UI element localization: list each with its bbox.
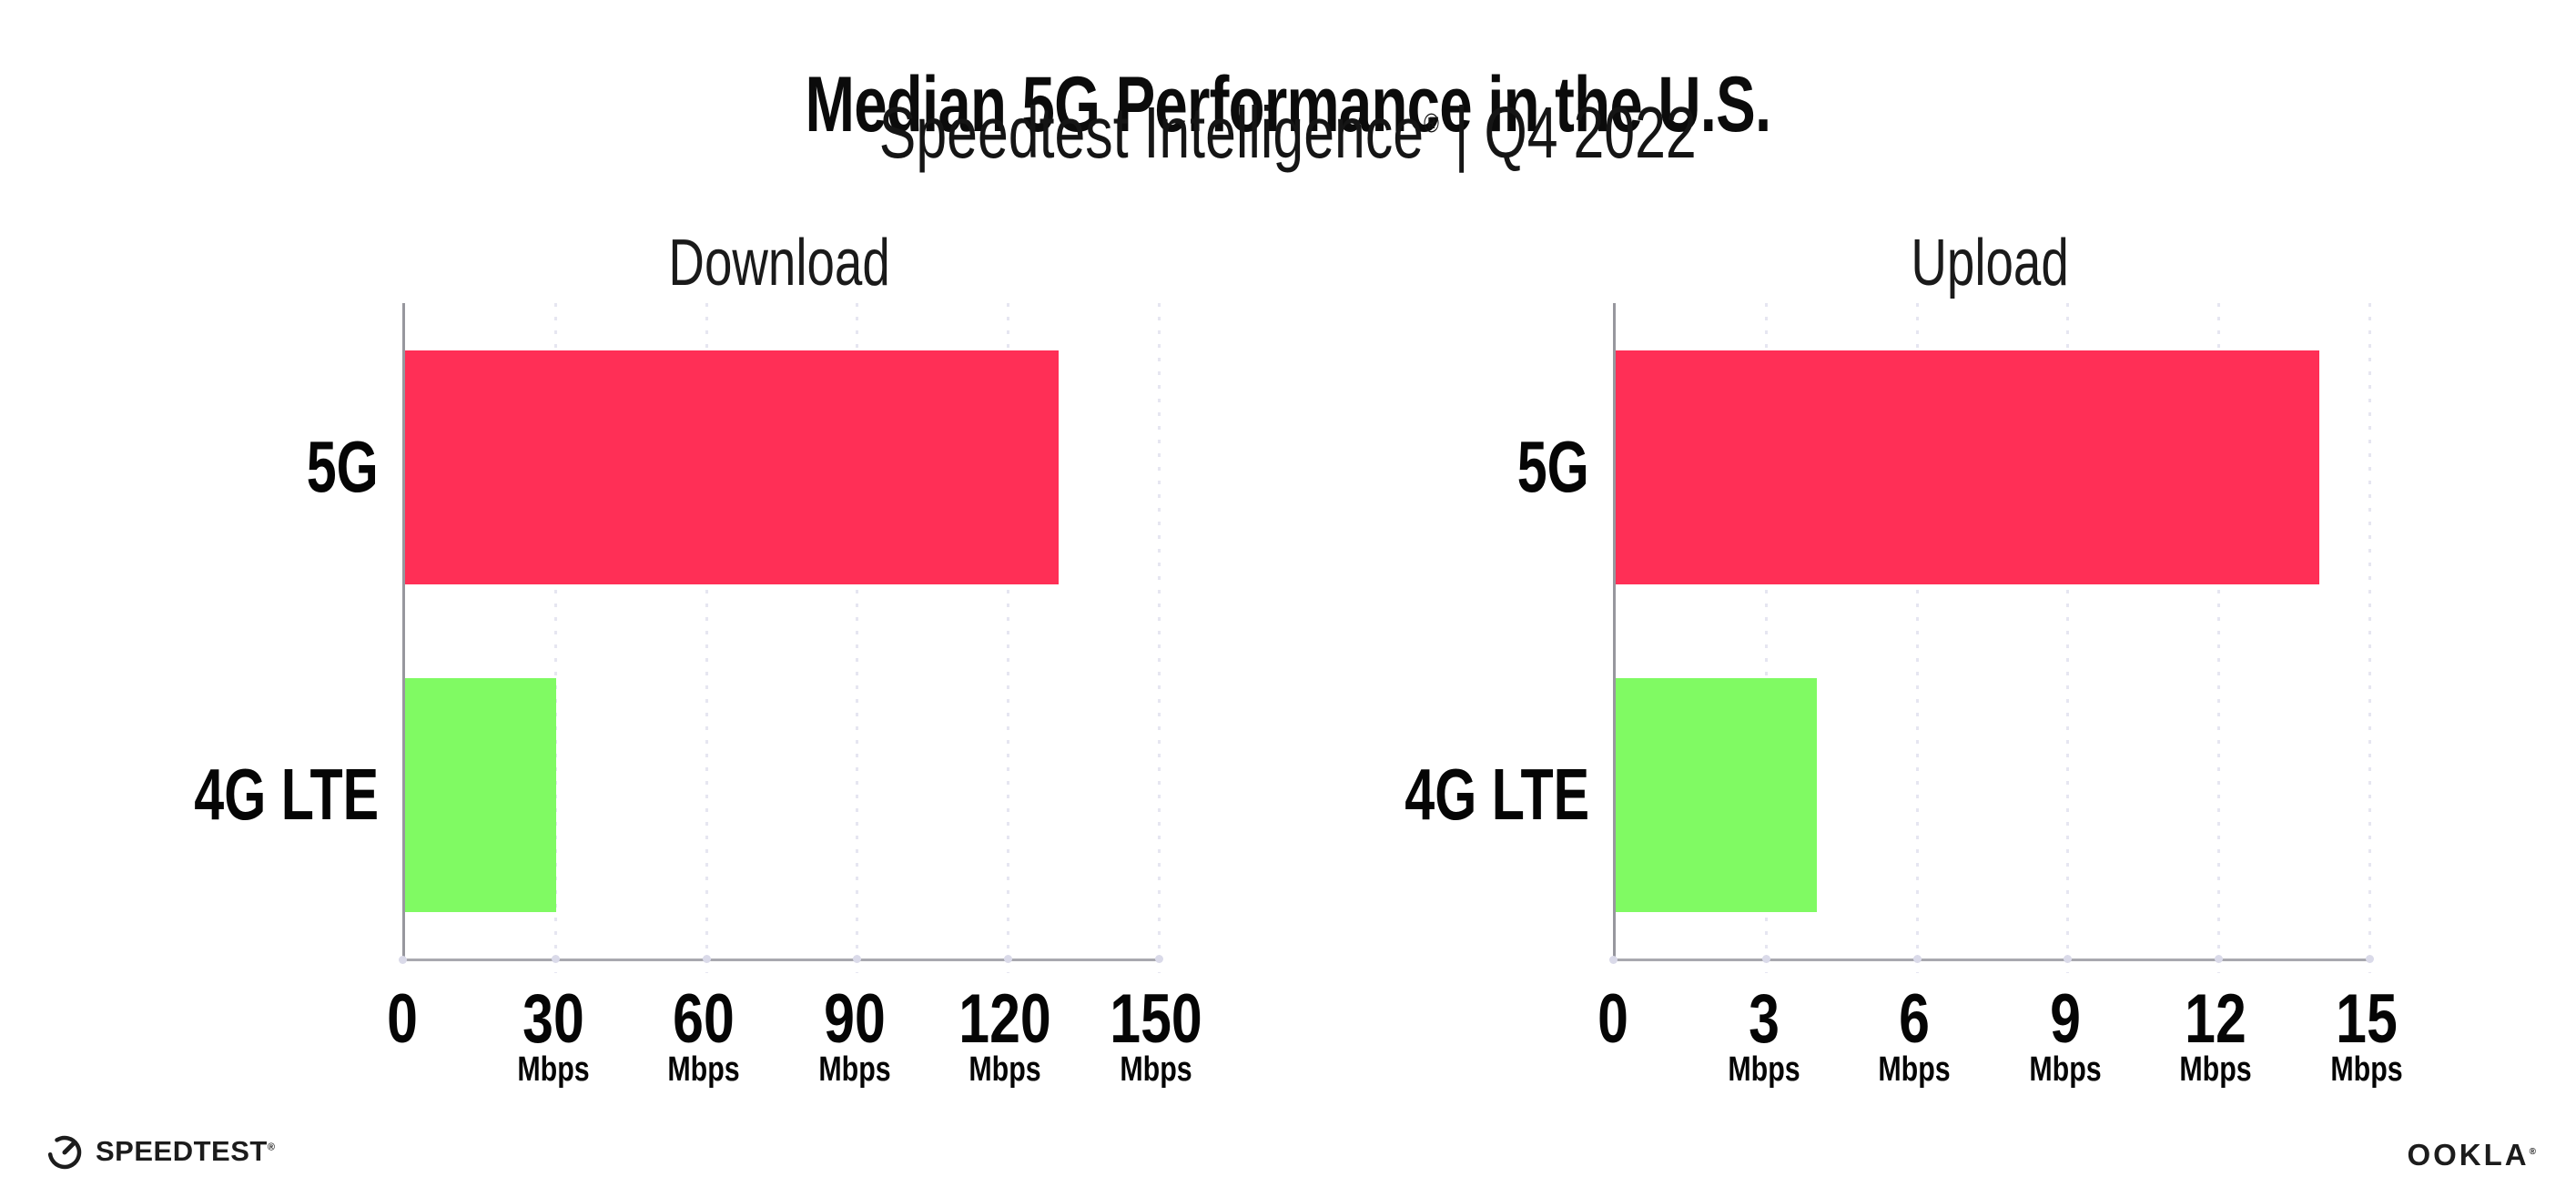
tick-label: 150 [1110, 980, 1202, 1058]
tick-label: 6 [1899, 980, 1931, 1058]
tick-label: 9 [2049, 980, 2081, 1058]
axis-tick-dot [1154, 955, 1163, 963]
chart-title-download-text: Download [668, 227, 890, 299]
gridline [1003, 303, 1012, 973]
tick-unit-label: Mbps [1120, 1050, 1192, 1089]
ookla-label: OOKLA [2407, 1138, 2530, 1172]
axis-tick-dot [1003, 955, 1012, 963]
axis-tick-dot [2365, 955, 2374, 963]
tick-unit-label: Mbps [1727, 1050, 1800, 1089]
registered-mark: ® [1424, 108, 1440, 139]
bar-4g-lte [1616, 677, 1817, 912]
tick-unit-label: Mbps [2029, 1050, 2102, 1089]
plot-area-download [399, 303, 1163, 973]
tick-label: 15 [2336, 980, 2398, 1058]
bar-5g [1616, 350, 2319, 584]
plot-area-upload [1609, 303, 2374, 973]
page-title: Median 5G Performance in the U.S. [0, 60, 2576, 148]
axis-tick-dot [552, 955, 561, 963]
axis-tick-dot [2214, 955, 2223, 963]
tick-label: 3 [1748, 980, 1780, 1058]
ookla-registered-mark: ® [2529, 1147, 2536, 1157]
tick-label: 120 [958, 980, 1052, 1058]
axis-tick-dot [702, 955, 711, 963]
gridline [1762, 303, 1771, 973]
gridline [552, 303, 561, 973]
tick-unit-label: Mbps [2179, 1050, 2253, 1089]
tick-unit-label: Mbps [969, 1050, 1042, 1089]
tick-unit-label: Mbps [818, 1050, 891, 1089]
chart-title-download: Download [402, 226, 1156, 300]
speedtest-registered-mark: ® [267, 1141, 276, 1153]
chart-download: Download 5G 4G LTE 0 30 Mbps 60 Mbps 90 Mbps 120… [166, 0, 1202, 1197]
axis-tick-dot [2064, 955, 2073, 963]
tick-unit-label: Mbps [1878, 1050, 1951, 1089]
tick-label: 60 [673, 980, 735, 1058]
chart-title-upload-text: Upload [1911, 227, 2069, 299]
gridline [2214, 303, 2223, 973]
gridline [2365, 303, 2374, 973]
chart-title-upload: Upload [1613, 226, 2367, 300]
subtitle-period: | Q4 2022 [1439, 92, 1697, 173]
speedtest-label: SPEEDTEST [96, 1135, 268, 1167]
subtitle: Speedtest Intelligence® | Q4 2022 [0, 95, 2576, 171]
axis-tick-dot [1912, 955, 1922, 963]
subtitle-brand: Speedtest Intelligence [879, 92, 1425, 173]
tick-unit-label: Mbps [2330, 1050, 2403, 1089]
gridline [702, 303, 711, 973]
gridline [1912, 303, 1922, 973]
axis-tick-dot [853, 955, 862, 963]
value-axis-upload: 0 3 Mbps 6 Mbps 9 Mbps 12 Mbps 15 Mbps [1376, 0, 2403, 1197]
tick-label: 0 [387, 980, 418, 1058]
value-axis-download: 0 30 Mbps 60 Mbps 90 Mbps 120 Mbps 150 Mbps [166, 0, 1202, 1197]
axis-tick-dot [1762, 955, 1771, 963]
ookla-logo: OOKLA® [2407, 1138, 2536, 1172]
tick-label: 0 [1597, 980, 1628, 1058]
speedtest-wordmark: SPEEDTEST® [96, 1135, 275, 1168]
gridline [853, 303, 862, 973]
gridline [1154, 303, 1163, 973]
gridline [2064, 303, 2073, 973]
speedtest-gauge-icon [47, 1135, 82, 1170]
tick-unit-label: Mbps [667, 1050, 740, 1089]
bar-5g [405, 350, 1059, 584]
bar-4g-lte [405, 677, 556, 912]
tick-unit-label: Mbps [516, 1050, 590, 1089]
tick-label: 30 [522, 980, 584, 1058]
tick-label: 12 [2185, 980, 2247, 1058]
subtitle-text: Speedtest Intelligence® | Q4 2022 [879, 95, 1697, 171]
chart-upload: Upload 5G 4G LTE 0 3 Mbps 6 Mbps 9 Mbps 12 Mbps 15… [1376, 0, 2403, 1197]
page-title-text: Median 5G Performance in the U.S. [805, 60, 1772, 148]
tick-label: 90 [823, 980, 886, 1058]
speedtest-logo: SPEEDTEST® [46, 1132, 275, 1171]
